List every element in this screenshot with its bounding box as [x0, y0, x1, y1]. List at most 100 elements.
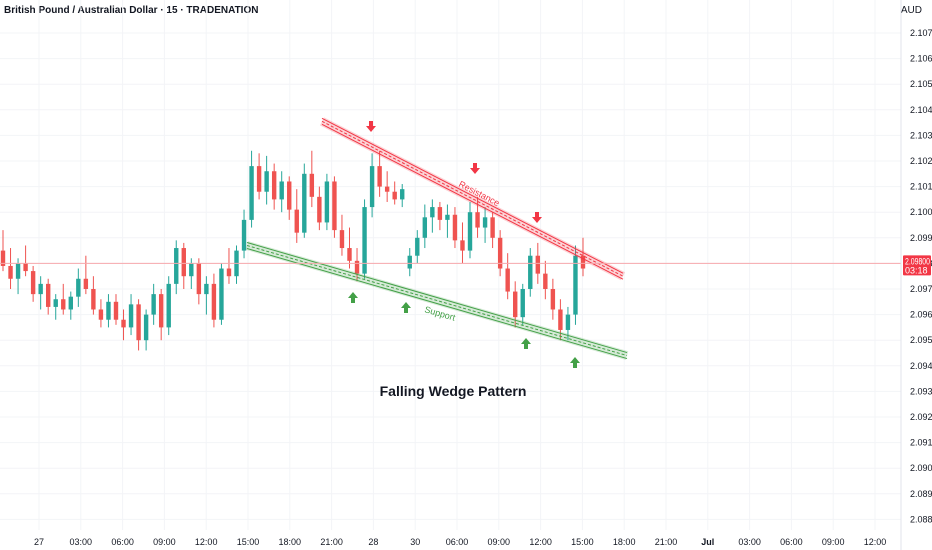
candle [143, 309, 149, 351]
candle [550, 278, 556, 320]
candle [339, 214, 345, 256]
candle [505, 253, 510, 300]
candle [565, 306, 571, 341]
candle [362, 199, 367, 279]
x-tick-label: 15:00 [237, 537, 260, 547]
x-tick-label: 12:00 [529, 537, 552, 547]
candle [151, 283, 156, 325]
y-tick-label: 2.09200 [910, 412, 932, 422]
y-tick-label: 2.09500 [910, 335, 932, 345]
candle [106, 294, 111, 328]
x-tick-label: 21:00 [655, 537, 678, 547]
candle [415, 230, 420, 264]
candle [271, 163, 277, 210]
x-tick-label: 18:00 [279, 537, 302, 547]
y-tick-label: 2.08900 [910, 489, 932, 499]
arrow-up-icon [570, 357, 580, 368]
y-tick-label: 2.08800 [910, 514, 932, 524]
candle [392, 181, 397, 205]
y-tick-label: 2.09000 [910, 463, 932, 473]
price-tag-value: 2.09800 [905, 256, 930, 266]
candle [467, 201, 473, 259]
candle [580, 237, 586, 277]
y-tick-label: 2.10000 [910, 207, 932, 217]
arrow-down-icon [532, 212, 542, 223]
candle [460, 222, 465, 264]
candle [83, 255, 89, 295]
candle [15, 258, 21, 295]
candle [136, 299, 141, 351]
x-tick-label: 21:00 [320, 537, 343, 547]
candle [181, 242, 186, 289]
x-tick-label: 06:00 [446, 537, 469, 547]
x-tick-label: 30 [410, 537, 420, 547]
x-tick-label: 12:00 [864, 537, 887, 547]
candle [256, 153, 262, 200]
candle [528, 248, 533, 297]
arrow-up-icon [521, 338, 531, 349]
x-tick-label: 06:00 [780, 537, 803, 547]
candle [317, 186, 322, 231]
candle [38, 276, 43, 310]
candle [490, 212, 495, 249]
candle [497, 230, 503, 277]
y-tick-label: 2.09400 [910, 361, 932, 371]
candle [354, 248, 360, 282]
x-tick-label: 09:00 [822, 537, 845, 547]
time-axis[interactable]: 27 03:00 06:00 09:00 12:00 15:00 18:00 21:00 28 3… [34, 537, 886, 547]
candle [204, 276, 209, 315]
candle [264, 155, 269, 205]
pattern-title: Falling Wedge Pattern [380, 383, 527, 399]
arrow-down-icon [366, 121, 376, 132]
y-tick-label: 2.10100 [910, 182, 932, 192]
arrow-up-icon [348, 292, 358, 303]
candle [324, 173, 330, 231]
x-tick-label: 27 [34, 537, 44, 547]
candle [347, 227, 352, 269]
candle [422, 204, 428, 249]
candle [53, 294, 58, 320]
candle [211, 273, 217, 328]
candle [377, 150, 382, 197]
y-tick-label: 2.09900 [910, 233, 932, 243]
x-tick-label: 03:00 [70, 537, 93, 547]
y-tick-label: 2.10600 [910, 54, 932, 64]
y-tick-label: 2.09600 [910, 310, 932, 320]
symbol-title: British Pound / Australian Dollar · 15 ·… [4, 5, 259, 16]
resistance-line [319, 117, 626, 281]
candle [241, 209, 247, 259]
candle [369, 153, 375, 218]
price-tag-countdown: 03:18 [905, 265, 928, 275]
candle [174, 240, 179, 295]
candle [573, 245, 578, 325]
y-tick-label: 2.09100 [910, 438, 932, 448]
candle [0, 230, 6, 272]
candle [113, 294, 119, 325]
candle [98, 299, 104, 328]
candle [23, 245, 28, 277]
x-tick-label: Jul [701, 537, 714, 547]
candle [302, 163, 307, 238]
candle [68, 291, 73, 320]
candle [128, 294, 134, 336]
candle [45, 278, 51, 315]
candle [91, 276, 96, 315]
price-tag: 2.09800 03:18 [903, 255, 931, 276]
y-tick-label: 2.10700 [910, 28, 932, 38]
price-axis[interactable]: 2.10700 2.10600 2.10500 2.10400 2.10300 2.102… [910, 28, 932, 524]
candle [520, 283, 525, 325]
candle [452, 207, 458, 249]
candle [400, 184, 405, 208]
candle [475, 196, 480, 238]
candle [437, 201, 443, 231]
candle [166, 276, 171, 336]
x-tick-label: 09:00 [488, 537, 511, 547]
candle [543, 260, 548, 300]
candle [8, 248, 13, 289]
x-tick-label: 03:00 [738, 537, 761, 547]
candle [234, 245, 239, 284]
candle [445, 204, 450, 238]
candle [189, 258, 194, 289]
currency-label[interactable]: AUD [900, 5, 922, 16]
